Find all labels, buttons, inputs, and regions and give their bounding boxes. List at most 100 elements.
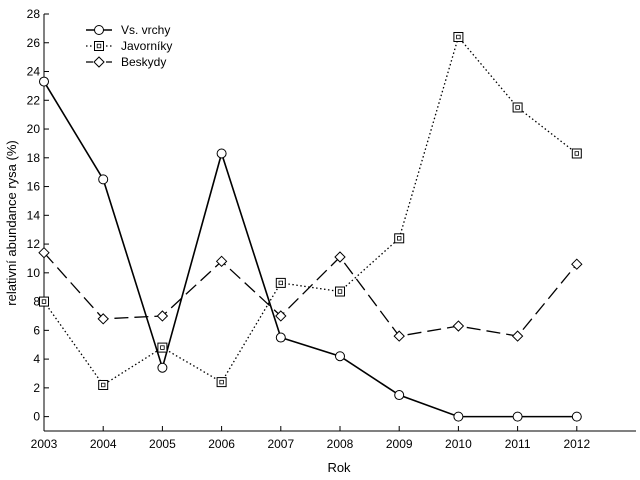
series-2 bbox=[38, 246, 583, 342]
data-point-diamond bbox=[215, 255, 228, 268]
data-point-diamond bbox=[275, 310, 287, 322]
data-point-square-outer bbox=[157, 342, 168, 353]
legend-item: Javorníky bbox=[86, 39, 172, 53]
series-line bbox=[43, 35, 578, 386]
y-tick-label: 18 bbox=[27, 151, 41, 165]
legend-marker-circle bbox=[94, 25, 104, 35]
data-point-square-inner bbox=[219, 379, 224, 385]
series-1 bbox=[39, 32, 582, 390]
x-tick-label: 2005 bbox=[149, 437, 176, 451]
y-tick-label: 20 bbox=[27, 122, 41, 136]
data-point-circle bbox=[98, 174, 109, 185]
data-point-square-outer bbox=[216, 377, 227, 388]
legend: Vs. vrchy Javorníky Beskydy bbox=[86, 23, 172, 69]
data-point-square-outer bbox=[39, 296, 49, 307]
data-point-square bbox=[275, 277, 286, 288]
x-tick-label: 2006 bbox=[208, 437, 235, 451]
data-point-diamond bbox=[571, 258, 583, 270]
y-tick-label: 10 bbox=[27, 266, 41, 280]
data-point-square-inner bbox=[574, 151, 579, 156]
data-point-square bbox=[216, 377, 227, 388]
y-tick-label: 14 bbox=[27, 208, 41, 222]
legend-item: Beskydy bbox=[86, 55, 166, 69]
data-point-square bbox=[571, 148, 582, 159]
data-point-square-outer bbox=[512, 102, 523, 113]
legend-label: Beskydy bbox=[121, 55, 166, 69]
x-tick-label: 2011 bbox=[505, 437, 531, 451]
data-point-square-inner bbox=[456, 34, 461, 40]
y-tick-label: 12 bbox=[27, 237, 41, 251]
y-tick-label: 0 bbox=[33, 410, 40, 424]
x-axis-label: Rok bbox=[327, 460, 351, 475]
x-tick-label: 2003 bbox=[31, 437, 58, 451]
data-point-square bbox=[39, 296, 49, 307]
y-tick-label: 6 bbox=[33, 323, 40, 337]
x-tick-label: 2009 bbox=[386, 437, 413, 451]
data-point-square-outer bbox=[335, 286, 345, 297]
data-point-square bbox=[157, 342, 168, 353]
data-point-square-inner bbox=[41, 299, 47, 304]
data-point-square-outer bbox=[453, 32, 464, 43]
data-point-square-inner bbox=[278, 280, 283, 286]
legend-marker-square-inner bbox=[96, 43, 102, 49]
data-point-circle bbox=[335, 351, 345, 362]
plot-frame bbox=[43, 14, 636, 432]
data-point-square-outer bbox=[571, 148, 582, 159]
data-point-square-outer bbox=[98, 379, 109, 390]
data-point-square-inner bbox=[337, 289, 343, 294]
x-tick-label: 2008 bbox=[327, 437, 354, 451]
x-tick-label: 2012 bbox=[563, 437, 590, 451]
y-tick-label: 24 bbox=[27, 65, 41, 79]
data-point-diamond bbox=[452, 320, 465, 332]
data-point-circle bbox=[39, 76, 49, 87]
data-point-square bbox=[512, 102, 523, 113]
data-point-circle bbox=[453, 411, 464, 422]
series-line bbox=[43, 252, 578, 337]
data-point-diamond bbox=[156, 310, 169, 322]
series-layer bbox=[38, 32, 583, 422]
data-point-square-outer bbox=[275, 277, 286, 288]
data-point-square-inner bbox=[101, 382, 106, 388]
data-point-diamond bbox=[511, 330, 524, 342]
x-tick-label: 2010 bbox=[445, 437, 472, 451]
data-point-circle bbox=[157, 362, 168, 373]
data-point-circle bbox=[512, 411, 523, 422]
data-point-square-outer bbox=[394, 233, 405, 244]
y-tick-label: 16 bbox=[27, 180, 41, 194]
data-point-square bbox=[453, 32, 464, 43]
data-point-square bbox=[335, 286, 345, 297]
y-tick-label: 26 bbox=[27, 36, 41, 50]
legend-marker-square bbox=[94, 41, 104, 51]
series-0 bbox=[39, 76, 582, 422]
data-point-circle bbox=[571, 411, 582, 422]
x-axis-ticks: 2003 2004 2005 2006 2007 2008 2009 2010 2011 2012 bbox=[31, 426, 590, 451]
data-point-diamond bbox=[393, 330, 405, 342]
data-point-diamond bbox=[334, 251, 346, 263]
y-tick-label: 28 bbox=[27, 7, 41, 21]
data-point-circle bbox=[275, 332, 286, 343]
y-tick-label: 2 bbox=[33, 381, 40, 395]
data-point-diamond bbox=[97, 313, 109, 325]
legend-marker-diamond bbox=[93, 56, 105, 68]
data-point-circle bbox=[216, 148, 227, 159]
x-tick-label: 2007 bbox=[267, 437, 294, 451]
x-tick-label: 2004 bbox=[90, 437, 117, 451]
legend-label: Javorníky bbox=[121, 39, 172, 53]
legend-item: Vs. vrchy bbox=[86, 23, 170, 37]
data-point-square-inner bbox=[515, 105, 520, 110]
legend-label: Vs. vrchy bbox=[121, 23, 170, 37]
data-point-square-inner bbox=[396, 236, 402, 241]
data-point-square bbox=[394, 233, 405, 244]
data-point-square-inner bbox=[160, 345, 165, 350]
data-point-diamond bbox=[38, 246, 50, 259]
y-axis-label: relativní abundance rysa (%) bbox=[4, 140, 19, 305]
series-line bbox=[43, 81, 577, 418]
y-tick-label: 4 bbox=[33, 352, 40, 366]
data-point-circle bbox=[394, 390, 405, 401]
data-point-square bbox=[98, 379, 109, 390]
y-tick-label: 8 bbox=[33, 295, 40, 309]
legend-marker-square-outer bbox=[94, 41, 104, 51]
y-tick-label: 22 bbox=[27, 93, 41, 107]
